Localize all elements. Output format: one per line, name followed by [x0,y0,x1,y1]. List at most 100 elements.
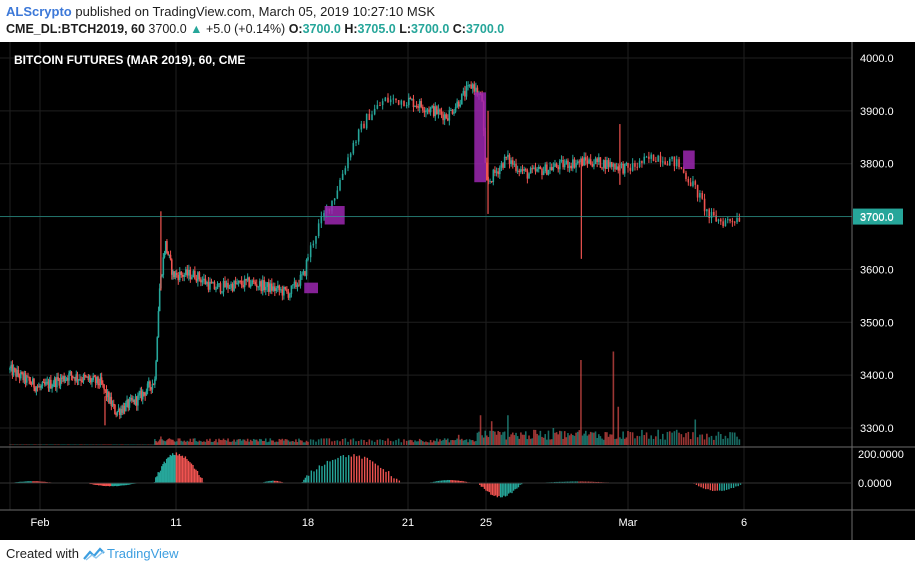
candle-body [207,282,210,290]
volume-bar [490,421,493,445]
highlight-box [474,92,486,183]
candle-body [715,215,717,222]
last-price-badge [853,208,903,225]
volume-bar [227,438,229,445]
volume-bar [557,434,560,445]
candle-body [534,167,537,172]
tradingview-brand[interactable]: TradingView [106,546,179,561]
volume-bar [503,431,506,445]
volume-bar [549,439,551,445]
candle-body [462,91,465,94]
candle-body [133,399,136,404]
volume-bar [188,441,190,445]
volume-bar [233,439,235,445]
candle-body [23,373,26,381]
candle-body [167,251,169,256]
candle-body [736,218,738,223]
candle-body [224,281,226,288]
author-link[interactable]: ALScrypto [6,4,72,19]
volume-bar [195,441,198,445]
candle-body [104,389,107,391]
volume-bar [495,434,498,445]
volume-bar [629,431,632,445]
volume-bar [645,432,648,445]
volume-bar [634,438,636,445]
volume-bar [648,438,650,445]
symbol[interactable]: CME_DL:BTCH2019, 60 [6,22,145,36]
volume-bar [261,440,264,445]
candle-body [41,382,44,386]
last-price: 3700.0 [148,22,187,36]
candle-body [562,160,564,168]
volume-bar [717,431,720,445]
volume-bar [243,439,246,445]
candle-body [395,98,397,101]
highlight-box [324,206,345,225]
candle-body [27,376,29,378]
candle-body [585,157,587,161]
candle-body [694,181,697,185]
candle-body [117,408,120,412]
candle-body [622,163,624,174]
candle-body [554,163,556,167]
volume-bar [216,442,219,445]
volume-bar [420,440,423,445]
candle-body [583,157,585,166]
volume-bar [157,441,160,445]
volume-bar [178,438,181,445]
candle-body [121,408,124,413]
candle-body [668,159,671,166]
candle-body [420,101,423,107]
candle-body [355,141,357,143]
volume-bar [622,431,624,445]
candle-body [409,97,412,100]
volume-bar [422,441,424,445]
candle-body [699,192,701,198]
volume-bar [475,441,477,445]
candle-body [83,374,86,377]
volume-bar [272,440,275,445]
candle-body [657,155,659,162]
candle-body [567,160,569,168]
volume-bar [263,441,266,445]
candle-body [166,241,168,252]
volume-bar [158,439,161,445]
candle-body [248,277,250,287]
volume-bar [450,440,452,445]
candle-body [46,381,49,383]
chart-background [0,42,915,540]
chart-area[interactable]: 3700.04000.03900.03800.03700.03600.03500… [0,42,915,540]
candle-body [98,383,101,386]
candle-body [620,163,623,166]
volume-bar [429,439,432,445]
candle-body [295,281,297,287]
candle-body [69,371,72,374]
candle-body [173,271,175,278]
candle-body [467,85,469,87]
candle-body [429,107,432,113]
candle-body [586,160,589,164]
volume-bar [221,440,223,445]
volume-bar [708,437,710,445]
volume-bar [502,432,504,445]
candle-body [99,377,102,386]
candle-body [434,106,437,117]
volume-bar [315,441,317,445]
volume-bar [588,434,590,445]
volume-bar [456,438,458,445]
volume-bar [267,441,270,445]
volume-bar [180,440,183,445]
candle-body [292,284,294,286]
candle-body [175,272,178,276]
candle-body [422,106,424,111]
candle-body [593,164,595,167]
volume-bar [278,438,281,445]
candle-body [76,374,79,381]
volume-bar [541,436,543,445]
candle-body [144,392,146,396]
candle-body [604,160,607,169]
oscillator-tick-label: 0.0000 [858,478,892,490]
volume-bar [692,432,694,445]
volume-bar [266,442,269,445]
volume-bar [448,442,451,445]
